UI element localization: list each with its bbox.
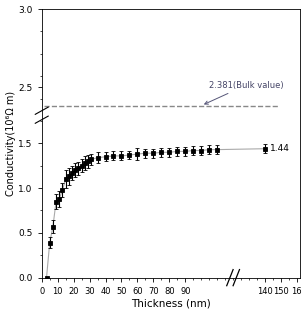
Y-axis label: Conductivity(10⁶Ω m): Conductivity(10⁶Ω m) — [6, 91, 16, 196]
Text: 2.381(Bulk value): 2.381(Bulk value) — [205, 80, 284, 104]
Text: 1.44: 1.44 — [270, 144, 290, 153]
X-axis label: Thickness (nm): Thickness (nm) — [131, 298, 211, 308]
